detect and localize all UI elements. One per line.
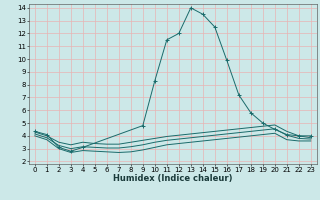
X-axis label: Humidex (Indice chaleur): Humidex (Indice chaleur) [113,174,233,183]
